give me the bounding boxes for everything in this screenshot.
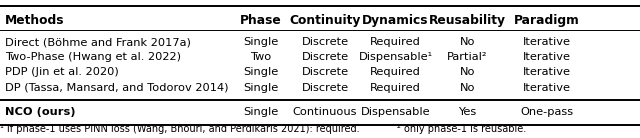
Text: Iterative: Iterative: [524, 37, 572, 47]
Text: Iterative: Iterative: [524, 67, 572, 77]
Text: Two: Two: [250, 52, 272, 62]
Text: Discrete: Discrete: [301, 37, 349, 47]
Text: PDP (Jin et al. 2020): PDP (Jin et al. 2020): [5, 67, 119, 77]
Text: Single: Single: [243, 67, 279, 77]
Text: Continuity: Continuity: [289, 14, 361, 26]
Text: No: No: [460, 67, 475, 77]
Text: Single: Single: [243, 108, 279, 117]
Text: Discrete: Discrete: [301, 83, 349, 93]
Text: Yes: Yes: [458, 108, 476, 117]
Text: No: No: [460, 37, 475, 47]
Text: Required: Required: [370, 37, 421, 47]
Text: Methods: Methods: [5, 14, 65, 26]
Text: Phase: Phase: [240, 14, 282, 26]
Text: ¹ if phase-1 uses PINN loss (Wang, Bhouri, and Perdikaris 2021): required.: ¹ if phase-1 uses PINN loss (Wang, Bhour…: [0, 124, 360, 134]
Text: Dispensable: Dispensable: [361, 108, 430, 117]
Text: ² only phase-1 is reusable.: ² only phase-1 is reusable.: [397, 124, 526, 134]
Text: No: No: [460, 83, 475, 93]
Text: DP (Tassa, Mansard, and Todorov 2014): DP (Tassa, Mansard, and Todorov 2014): [5, 83, 228, 93]
Text: One-pass: One-pass: [520, 108, 574, 117]
Text: Required: Required: [370, 83, 421, 93]
Text: Direct (Böhme and Frank 2017a): Direct (Böhme and Frank 2017a): [5, 37, 191, 47]
Text: Iterative: Iterative: [524, 52, 572, 62]
Text: Dynamics: Dynamics: [362, 14, 429, 26]
Text: Continuous: Continuous: [293, 108, 357, 117]
Text: NCO (ours): NCO (ours): [5, 108, 76, 117]
Text: Discrete: Discrete: [301, 67, 349, 77]
Text: Dispensable¹: Dispensable¹: [358, 52, 433, 62]
Text: Two-Phase (Hwang et al. 2022): Two-Phase (Hwang et al. 2022): [5, 52, 181, 62]
Text: Single: Single: [243, 83, 279, 93]
Text: Reusability: Reusability: [429, 14, 506, 26]
Text: Single: Single: [243, 37, 279, 47]
Text: Discrete: Discrete: [301, 52, 349, 62]
Text: Required: Required: [370, 67, 421, 77]
Text: Paradigm: Paradigm: [515, 14, 580, 26]
Text: Partial²: Partial²: [447, 52, 488, 62]
Text: Iterative: Iterative: [524, 83, 572, 93]
